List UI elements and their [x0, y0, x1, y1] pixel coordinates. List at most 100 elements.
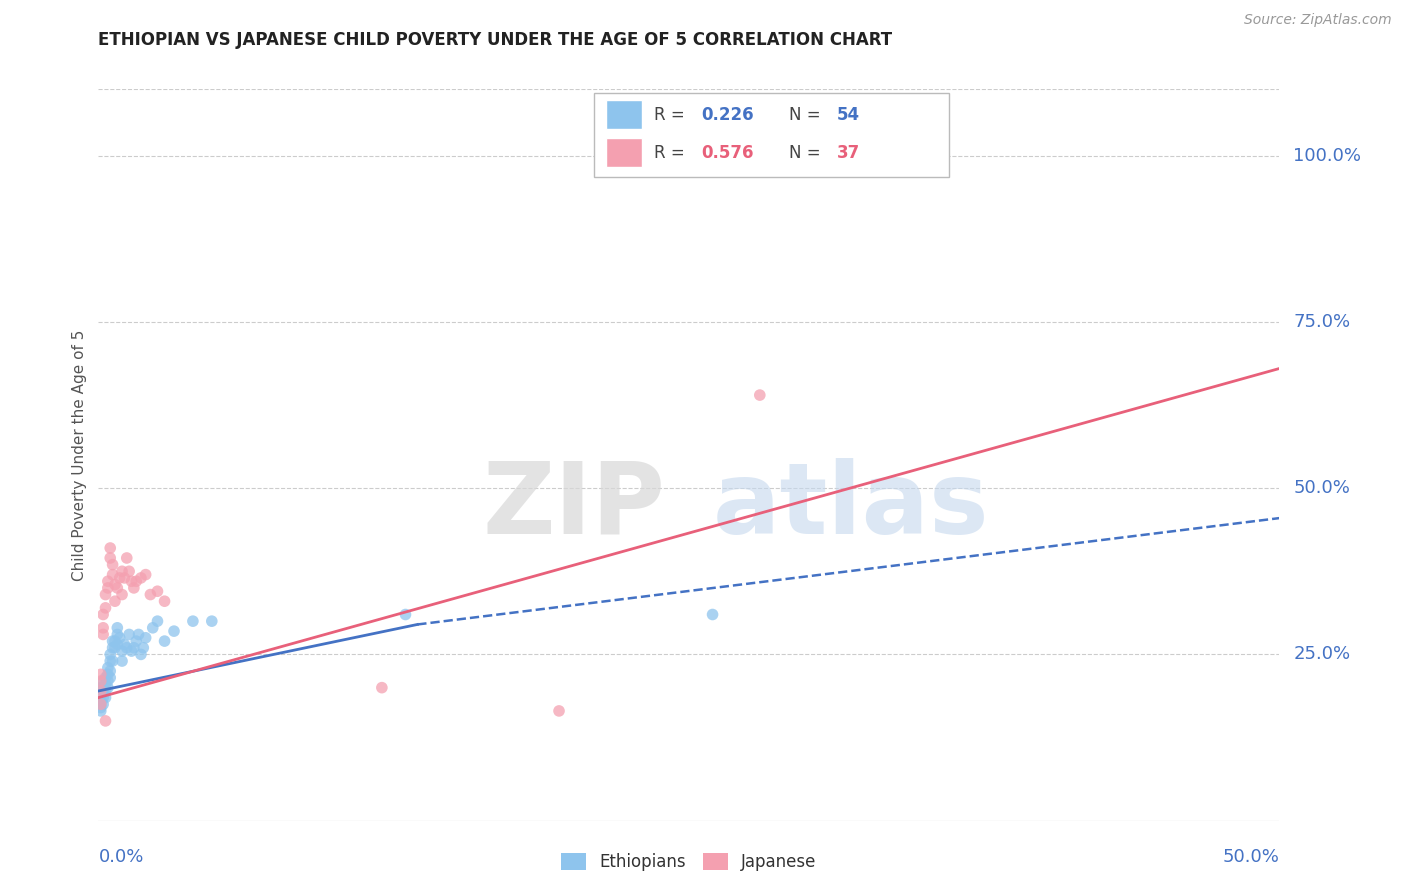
- Text: R =: R =: [654, 106, 689, 124]
- Point: [135, 631, 157, 645]
- Point: [94, 588, 117, 602]
- Point: [94, 600, 117, 615]
- Y-axis label: Child Poverty Under the Age of 5: Child Poverty Under the Age of 5: [72, 329, 87, 581]
- Point: [98, 671, 121, 685]
- Point: [104, 634, 127, 648]
- Point: [122, 581, 145, 595]
- Text: 100.0%: 100.0%: [1294, 146, 1361, 165]
- Legend: Ethiopians, Japanese: Ethiopians, Japanese: [554, 847, 824, 878]
- Point: [98, 541, 121, 555]
- FancyBboxPatch shape: [606, 100, 641, 129]
- Point: [90, 690, 112, 705]
- Point: [91, 690, 114, 705]
- Point: [121, 574, 143, 589]
- Point: [125, 634, 148, 648]
- Point: [101, 634, 124, 648]
- Text: 37: 37: [837, 144, 860, 161]
- Point: [90, 694, 112, 708]
- Point: [97, 574, 120, 589]
- Text: atlas: atlas: [713, 458, 990, 555]
- Point: [101, 640, 124, 655]
- FancyBboxPatch shape: [606, 138, 641, 168]
- Point: [678, 149, 700, 163]
- Point: [98, 654, 121, 668]
- Point: [139, 588, 162, 602]
- Point: [97, 673, 120, 688]
- Point: [122, 640, 145, 655]
- Point: [118, 627, 141, 641]
- Point: [101, 654, 124, 668]
- Text: ZIP: ZIP: [482, 458, 665, 555]
- Point: [90, 687, 112, 701]
- Point: [129, 648, 152, 662]
- Point: [94, 690, 117, 705]
- Text: Source: ZipAtlas.com: Source: ZipAtlas.com: [1244, 13, 1392, 28]
- Text: 25.0%: 25.0%: [1294, 646, 1351, 664]
- Text: 0.0%: 0.0%: [98, 848, 143, 866]
- Point: [101, 567, 124, 582]
- Point: [94, 684, 117, 698]
- Point: [181, 614, 204, 628]
- Text: ETHIOPIAN VS JAPANESE CHILD POVERTY UNDER THE AGE OF 5 CORRELATION CHART: ETHIOPIAN VS JAPANESE CHILD POVERTY UNDE…: [98, 31, 893, 49]
- Point: [90, 698, 112, 712]
- Point: [97, 681, 120, 695]
- Point: [105, 621, 128, 635]
- Text: 54: 54: [837, 106, 859, 124]
- Point: [146, 584, 169, 599]
- Point: [90, 667, 112, 681]
- Point: [135, 567, 157, 582]
- Point: [90, 684, 112, 698]
- Point: [98, 551, 121, 566]
- Point: [91, 681, 114, 695]
- Point: [129, 571, 152, 585]
- Point: [91, 673, 114, 688]
- Point: [548, 704, 571, 718]
- Point: [90, 681, 112, 695]
- Point: [201, 614, 224, 628]
- Point: [105, 637, 128, 651]
- Text: N =: N =: [789, 106, 827, 124]
- Point: [90, 700, 112, 714]
- Point: [104, 594, 127, 608]
- Point: [90, 704, 112, 718]
- Point: [112, 571, 135, 585]
- Point: [91, 627, 114, 641]
- Point: [112, 637, 135, 651]
- Point: [125, 574, 148, 589]
- Point: [153, 634, 176, 648]
- Point: [146, 614, 169, 628]
- Point: [90, 684, 112, 698]
- Point: [371, 681, 394, 695]
- Point: [94, 677, 117, 691]
- Point: [94, 671, 117, 685]
- FancyBboxPatch shape: [595, 93, 949, 177]
- Point: [104, 577, 127, 591]
- Point: [142, 621, 165, 635]
- Text: R =: R =: [654, 144, 689, 161]
- Point: [98, 648, 121, 662]
- Point: [121, 644, 143, 658]
- Point: [111, 564, 134, 578]
- Text: 0.226: 0.226: [700, 106, 754, 124]
- Point: [132, 640, 155, 655]
- Point: [91, 698, 114, 712]
- Point: [94, 714, 117, 728]
- Point: [394, 607, 416, 622]
- Point: [748, 388, 770, 402]
- Point: [97, 667, 120, 681]
- Point: [702, 607, 724, 622]
- Point: [111, 654, 134, 668]
- Point: [115, 640, 138, 655]
- Text: 50.0%: 50.0%: [1294, 479, 1350, 497]
- Point: [91, 684, 114, 698]
- Point: [90, 698, 112, 712]
- Point: [128, 627, 150, 641]
- Point: [91, 607, 114, 622]
- Point: [101, 558, 124, 572]
- Text: 0.576: 0.576: [700, 144, 754, 161]
- Point: [163, 624, 186, 639]
- Point: [108, 631, 131, 645]
- Text: 75.0%: 75.0%: [1294, 313, 1351, 331]
- Point: [115, 551, 138, 566]
- Text: 50.0%: 50.0%: [1223, 848, 1279, 866]
